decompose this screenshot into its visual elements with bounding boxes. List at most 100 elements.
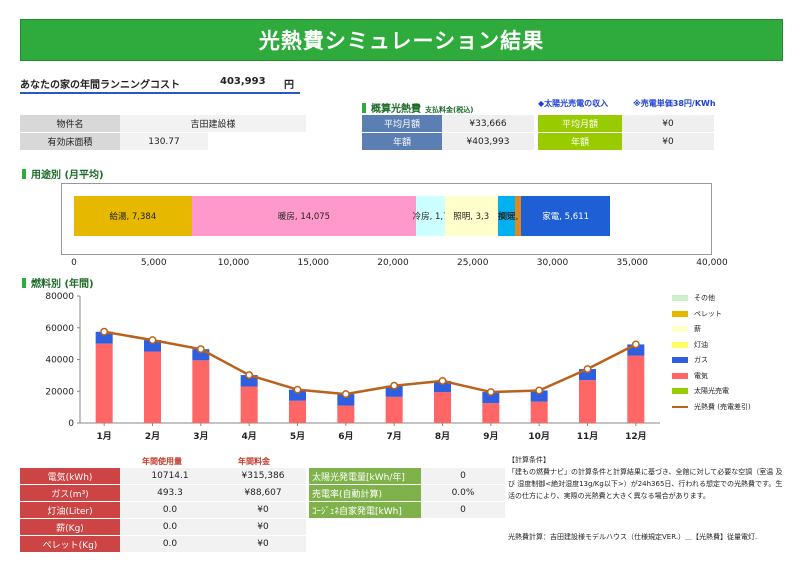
solar-row-label: ｺｰｼﾞｪﾈ自家発電[kWh]: [309, 502, 421, 518]
usage-row-label: ペレット(Kg): [20, 536, 120, 552]
usage-section-title: 用途別 (月平均): [22, 166, 104, 181]
cost-point: [438, 376, 447, 385]
usage-bar-segment: 給湯, 7,384: [74, 196, 192, 236]
x-tick-label: 8月: [435, 431, 450, 442]
usage-row-label: ガス(m³): [20, 485, 120, 501]
y-tick-label: 80000: [45, 292, 74, 302]
legend-label: 太陽光売電: [694, 387, 729, 395]
gas-bar: [289, 389, 306, 401]
cost-point: [631, 340, 640, 349]
fuel-section-title: 燃料別 (年間): [22, 275, 94, 290]
x-tick-label: 2月: [145, 431, 160, 442]
fuel-title: 燃料別 (年間): [31, 279, 94, 290]
property-name-value: 吉田建設様: [120, 115, 306, 132]
legend-swatch: [672, 295, 688, 301]
electricity-bar: [530, 401, 548, 423]
usage-bar-segment: 換気: [497, 196, 516, 236]
cost-point: [486, 388, 495, 396]
cost-point: [148, 336, 157, 345]
conditions-body: 「建もの燃費ナビ」の計算条件と計算結果に基づき、全館に対して必要な空調（室温 及…: [508, 468, 783, 500]
annual-cost-summary: あなたの家の年間ランニングコスト 403,993 円: [20, 76, 300, 91]
x-tick-label: 4月: [242, 431, 257, 442]
electricity-bar: [337, 405, 355, 423]
solar-monthly-value: ¥0: [622, 115, 714, 132]
cost-point: [245, 371, 254, 380]
solar-row-label: 太陽光発電量[kWh/年]: [309, 468, 421, 484]
usage-bar-segment: 冷房, 1,7: [413, 196, 449, 236]
legend-swatch: [672, 372, 688, 379]
gas-bar: [482, 392, 500, 404]
utility-section-title: 概算光熱費 支払料金(税込): [362, 100, 473, 115]
electricity-bar: [289, 400, 306, 423]
x-tick-label: 12月: [625, 431, 647, 442]
usage-x-tick: 5,000: [140, 258, 167, 268]
usage-row-fee: ¥0: [220, 519, 306, 535]
x-tick-label: 3月: [193, 431, 208, 442]
page-title: 光熱費シミュレーション結果: [258, 29, 545, 53]
annual-cost-value: 403,993: [220, 76, 266, 87]
solar-annual-value: ¥0: [622, 133, 714, 150]
property-name-label: 物件名: [20, 115, 120, 132]
electricity-bar: [240, 386, 258, 423]
usage-row-amount: 0.0: [120, 502, 220, 518]
page-title-banner: 光熱費シミュレーション結果: [20, 19, 783, 61]
x-tick-label: 10月: [528, 431, 550, 442]
electricity-bar: [95, 343, 113, 423]
utility-monthly-label: 平均月額: [362, 115, 442, 132]
section-marker: [362, 103, 366, 113]
legend-label: ペレット: [694, 309, 722, 318]
x-tick-label: 7月: [387, 431, 402, 442]
utility-title: 概算光熱費: [371, 104, 421, 115]
section-marker: [22, 169, 26, 179]
solar-row-value: 0: [421, 468, 505, 484]
legend-label: 薪: [694, 325, 701, 333]
usage-row-fee: ¥315,386: [220, 468, 306, 484]
fuel-chart: 0 20000 40000 60000 80000 1月 2月 3月 4月 5月 6月 7月 8月 9月 1…: [45, 292, 660, 442]
legend-item: 太陽光売電: [672, 386, 729, 396]
annual-cost-unit: 円: [284, 80, 294, 91]
legend-label: 灯油: [694, 340, 708, 349]
gas-bar: [144, 340, 161, 352]
x-tick-label: 1月: [97, 431, 112, 442]
gas-bar: [579, 369, 596, 381]
usage-row-fee: ¥0: [220, 502, 306, 518]
usage-row-amount: 493.3: [120, 485, 220, 501]
legend-label: 光熱費 (売電差引): [694, 402, 751, 411]
y-tick-label: 0: [68, 419, 74, 429]
legend-item: 電気: [672, 371, 708, 381]
usage-x-tick: 40,000: [696, 258, 728, 268]
usage-x-tick: 30,000: [536, 258, 569, 268]
y-tick-label: 20000: [45, 387, 74, 397]
cost-point: [293, 385, 302, 394]
legend-swatch: [672, 326, 688, 332]
utility-subtitle: 支払料金(税込): [425, 106, 474, 114]
usage-row-amount: 0.0: [120, 536, 220, 552]
x-tick-label: 6月: [338, 431, 353, 442]
electricity-bar: [579, 380, 596, 423]
electricity-bar: [482, 403, 500, 423]
gas-bar: [192, 349, 210, 361]
electricity-bar: [434, 392, 451, 423]
solar-note: ※売電単価38円/KWh: [633, 99, 716, 108]
legend-swatch: [672, 357, 688, 363]
cost-point: [100, 327, 109, 336]
calc-footer: 光熱費計算：吉田建設様モデルハウス（仕様規定VER.）＿【光熱費】従量電灯.: [508, 533, 758, 541]
gas-bar: [95, 331, 113, 344]
usage-row-amount: 0.0: [120, 519, 220, 535]
usage-x-tick: 0: [71, 258, 77, 268]
x-tick-label: 9月: [483, 431, 498, 442]
divider: [20, 92, 300, 94]
gas-bar: [530, 390, 548, 402]
section-marker: [22, 278, 26, 288]
usage-bar-segment: 暖房, 14,075: [191, 196, 417, 236]
legend-label: その他: [694, 294, 715, 302]
electricity-bar: [144, 351, 161, 423]
legend-item: ガス: [672, 355, 708, 365]
usage-x-tick: 10,000: [217, 258, 250, 268]
x-tick-label: 5月: [290, 431, 305, 442]
annual-cost-label: あなたの家の年間ランニングコスト: [20, 80, 180, 91]
utility-annual-label: 年額: [362, 133, 442, 150]
solar-row-label: 売電率(自動計算): [309, 485, 421, 501]
usage-row-fee: ¥0: [220, 536, 306, 552]
x-tick-label: 11月: [577, 431, 599, 442]
